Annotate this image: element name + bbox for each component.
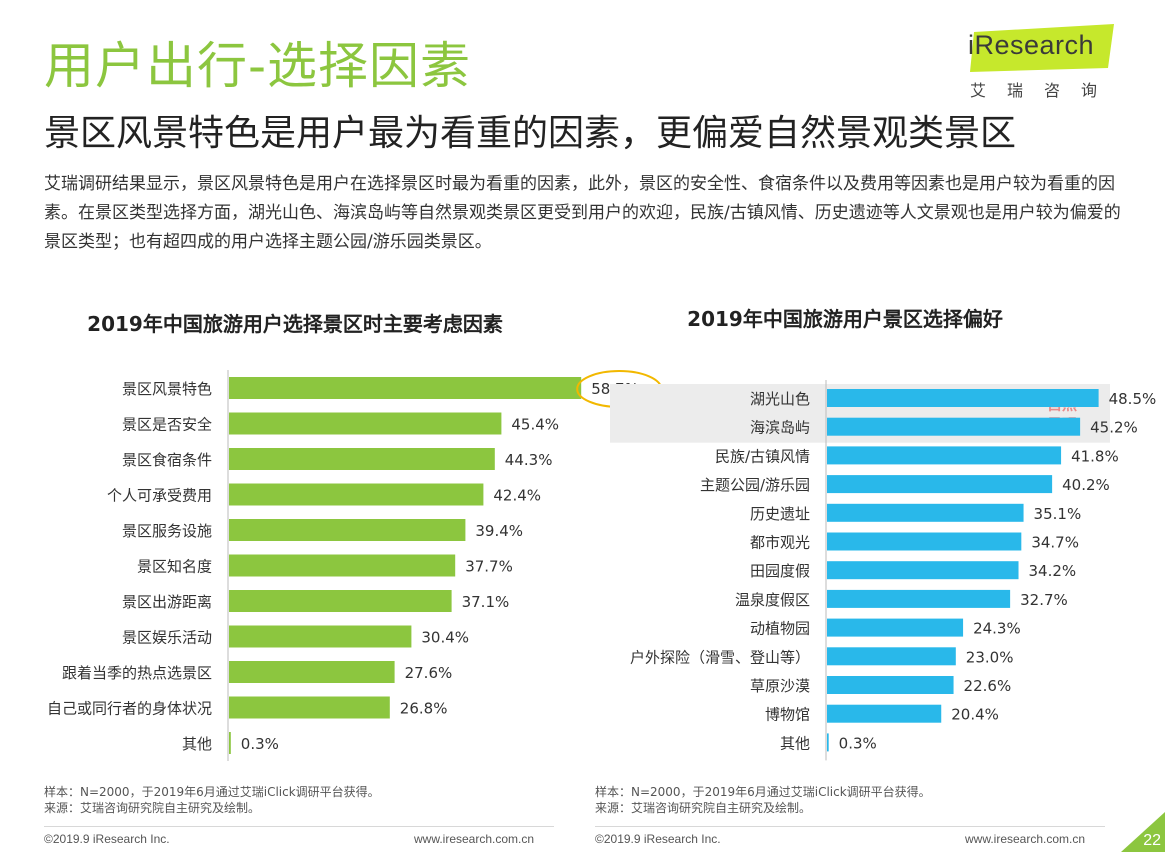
bar bbox=[229, 412, 502, 435]
value-label: 27.6% bbox=[405, 664, 453, 682]
page-number-badge: 22 bbox=[1121, 808, 1165, 852]
category-label: 动植物园 bbox=[750, 620, 810, 638]
right-footer-divider bbox=[595, 826, 1105, 827]
value-label: 44.3% bbox=[505, 451, 553, 469]
value-label: 20.4% bbox=[951, 706, 999, 724]
category-label: 景区出游距离 bbox=[122, 593, 212, 611]
value-label: 40.2% bbox=[1062, 476, 1110, 494]
value-label: 39.4% bbox=[475, 522, 523, 540]
category-label: 都市观光 bbox=[750, 534, 810, 552]
category-label: 田园度假 bbox=[750, 562, 810, 580]
iresearch-logo: iResearch 艾瑞咨询 bbox=[962, 24, 1122, 104]
bar bbox=[827, 733, 829, 752]
bar bbox=[229, 625, 412, 648]
category-label: 草原沙漠 bbox=[750, 677, 810, 695]
bar bbox=[827, 475, 1053, 494]
bar bbox=[827, 676, 954, 694]
value-label: 41.8% bbox=[1071, 447, 1119, 465]
value-label: 24.3% bbox=[973, 620, 1021, 638]
bar bbox=[229, 661, 395, 683]
category-label: 景区服务设施 bbox=[122, 522, 212, 540]
left-copyright: ©2019.9 iResearch Inc. bbox=[44, 832, 170, 846]
category-label: 主题公园/游乐园 bbox=[700, 476, 810, 494]
value-label: 35.1% bbox=[1034, 505, 1082, 523]
category-label: 户外探险（滑雪、登山等） bbox=[630, 648, 810, 666]
value-label: 26.8% bbox=[400, 700, 448, 718]
category-label: 其他 bbox=[780, 734, 810, 752]
bar bbox=[827, 446, 1062, 465]
category-label: 温泉度假区 bbox=[735, 591, 810, 609]
left-chart-title: 2019年中国旅游用户选择景区时主要考虑因素 bbox=[87, 312, 503, 336]
value-label: 32.7% bbox=[1020, 591, 1068, 609]
page-number: 22 bbox=[1143, 832, 1161, 849]
value-label: 37.1% bbox=[462, 593, 510, 611]
summary-paragraph: 艾瑞调研结果显示，景区风景特色是用户在选择景区时最为看重的因素，此外，景区的安全… bbox=[44, 174, 1121, 252]
bar bbox=[229, 732, 231, 754]
value-label: 34.7% bbox=[1031, 534, 1079, 552]
bar bbox=[827, 589, 1011, 608]
logo-subtext: 艾瑞咨询 bbox=[970, 81, 1119, 100]
value-label: 30.4% bbox=[421, 629, 469, 647]
category-label: 民族/古镇风情 bbox=[715, 447, 810, 465]
bar bbox=[827, 417, 1081, 436]
category-label: 海滨岛屿 bbox=[750, 419, 810, 437]
bar bbox=[229, 590, 452, 612]
category-label: 景区是否安全 bbox=[122, 416, 212, 434]
value-label: 0.3% bbox=[241, 735, 279, 753]
bar bbox=[827, 647, 956, 666]
right-url: www.iresearch.com.cn bbox=[965, 832, 1086, 846]
logo-green-band bbox=[970, 24, 1114, 72]
left-sample-note: 样本：N=2000，于2019年6月通过艾瑞iClick调研平台获得。 bbox=[44, 785, 380, 799]
right-sample-note: 样本：N=2000，于2019年6月通过艾瑞iClick调研平台获得。 bbox=[595, 785, 931, 799]
category-label: 景区娱乐活动 bbox=[122, 629, 212, 647]
logo-shape bbox=[970, 24, 1114, 72]
value-label: 0.3% bbox=[839, 734, 877, 752]
category-label: 历史遗址 bbox=[750, 505, 810, 523]
value-label: 23.0% bbox=[966, 648, 1014, 666]
category-label: 景区知名度 bbox=[137, 558, 212, 576]
category-label: 其他 bbox=[182, 735, 212, 753]
bar bbox=[827, 532, 1022, 551]
left-footnote: 样本：N=2000，于2019年6月通过艾瑞iClick调研平台获得。 来源：艾… bbox=[44, 784, 380, 816]
value-label: 34.2% bbox=[1029, 562, 1077, 580]
category-label: 个人可承受费用 bbox=[107, 487, 212, 505]
right-chart-title: 2019年中国旅游用户景区选择偏好 bbox=[687, 307, 1003, 331]
bar bbox=[827, 561, 1019, 580]
value-label: 48.5% bbox=[1109, 390, 1157, 408]
page-subtitle: 景区风景特色是用户最为看重的因素，更偏爱自然景观类景区 bbox=[44, 113, 1017, 154]
category-label: 博物馆 bbox=[765, 706, 810, 724]
right-source-note: 来源：艾瑞咨询研究院自主研究及绘制。 bbox=[595, 801, 812, 815]
left-url: www.iresearch.com.cn bbox=[414, 832, 535, 846]
page-corner-triangle bbox=[1121, 812, 1165, 852]
category-label: 跟着当季的热点选景区 bbox=[62, 664, 212, 682]
value-label: 42.4% bbox=[493, 487, 541, 505]
category-label: 自己或同行者的身体状况 bbox=[47, 700, 212, 718]
bar bbox=[827, 503, 1024, 522]
category-label: 景区食宿条件 bbox=[122, 451, 212, 469]
left-source-note: 来源：艾瑞咨询研究院自主研究及绘制。 bbox=[44, 801, 261, 815]
bar bbox=[229, 483, 484, 506]
bar bbox=[229, 448, 495, 470]
value-label: 45.2% bbox=[1090, 419, 1138, 437]
bar bbox=[229, 377, 582, 399]
bar bbox=[229, 519, 466, 541]
page-number-shape bbox=[1121, 812, 1165, 852]
category-label: 景区风景特色 bbox=[122, 380, 212, 398]
bar bbox=[229, 554, 456, 577]
bar bbox=[827, 704, 942, 723]
bar bbox=[827, 618, 964, 637]
value-label: 37.7% bbox=[465, 558, 513, 576]
value-label: 22.6% bbox=[964, 677, 1012, 695]
page-title: 用户出行-选择因素 bbox=[44, 37, 472, 95]
value-label: 45.4% bbox=[511, 416, 559, 434]
category-label: 湖光山色 bbox=[750, 390, 810, 408]
logo-text: iResearch bbox=[968, 30, 1095, 60]
bar bbox=[827, 389, 1099, 407]
right-copyright: ©2019.9 iResearch Inc. bbox=[595, 832, 721, 846]
bar bbox=[229, 696, 390, 719]
right-footnote: 样本：N=2000，于2019年6月通过艾瑞iClick调研平台获得。 来源：艾… bbox=[595, 784, 931, 816]
left-footer-divider bbox=[44, 826, 554, 827]
